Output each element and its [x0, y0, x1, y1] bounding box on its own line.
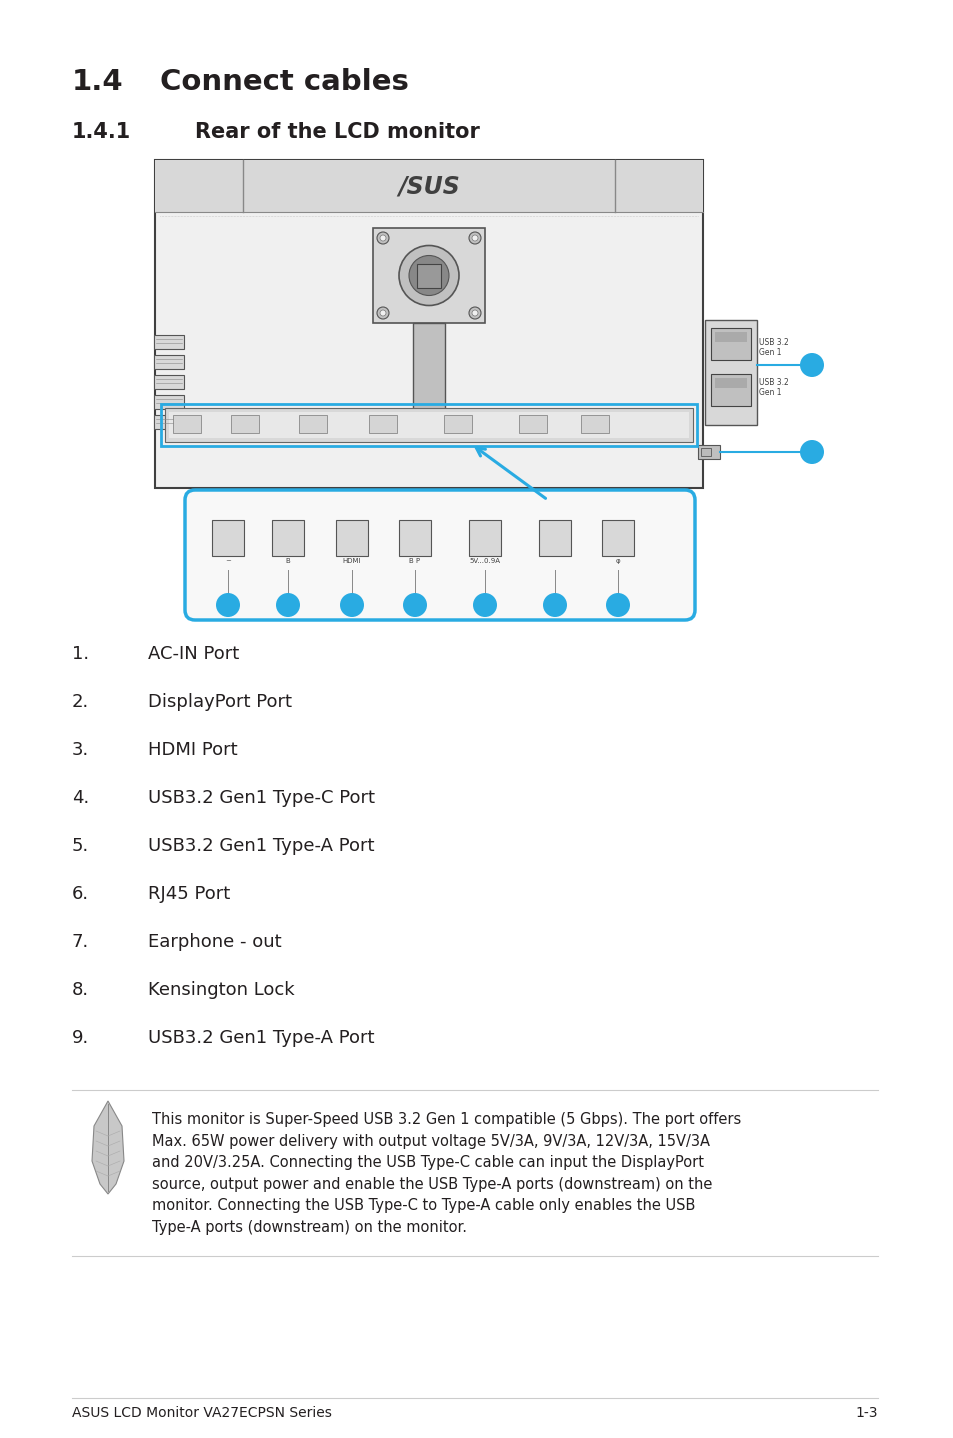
- Text: ~: ~: [225, 558, 231, 564]
- Text: 3.: 3.: [71, 741, 90, 759]
- Circle shape: [398, 246, 458, 305]
- Circle shape: [402, 592, 427, 617]
- FancyBboxPatch shape: [335, 521, 368, 557]
- Text: 5V...0.9A: 5V...0.9A: [469, 558, 500, 564]
- Text: USB3.2 Gen1 Type-A Port: USB3.2 Gen1 Type-A Port: [148, 1030, 375, 1047]
- FancyBboxPatch shape: [153, 416, 184, 429]
- Text: USB 3.2
Gen 1: USB 3.2 Gen 1: [759, 378, 788, 397]
- FancyBboxPatch shape: [153, 375, 184, 390]
- FancyBboxPatch shape: [154, 160, 702, 487]
- FancyBboxPatch shape: [714, 378, 746, 388]
- Text: 1-3: 1-3: [855, 1406, 877, 1419]
- FancyBboxPatch shape: [185, 490, 695, 620]
- FancyBboxPatch shape: [580, 416, 608, 433]
- Text: 1.4.1: 1.4.1: [71, 122, 132, 142]
- Text: 4.: 4.: [71, 789, 90, 807]
- Text: 6: 6: [550, 598, 558, 611]
- Circle shape: [379, 234, 386, 242]
- FancyBboxPatch shape: [538, 521, 571, 557]
- FancyBboxPatch shape: [369, 416, 396, 433]
- Circle shape: [409, 256, 449, 295]
- Text: USB3.2 Gen1 Type-C Port: USB3.2 Gen1 Type-C Port: [148, 789, 375, 807]
- Text: HDMI: HDMI: [342, 558, 361, 564]
- FancyBboxPatch shape: [373, 229, 484, 324]
- Circle shape: [473, 592, 497, 617]
- Text: φ: φ: [615, 558, 619, 564]
- Text: Rear of the LCD monitor: Rear of the LCD monitor: [194, 122, 479, 142]
- Circle shape: [469, 306, 480, 319]
- Circle shape: [339, 592, 364, 617]
- Text: 8.: 8.: [71, 981, 89, 999]
- Circle shape: [469, 232, 480, 244]
- Text: Kensington Lock: Kensington Lock: [148, 981, 294, 999]
- FancyBboxPatch shape: [704, 321, 757, 426]
- FancyBboxPatch shape: [153, 395, 184, 408]
- FancyBboxPatch shape: [154, 160, 702, 211]
- Circle shape: [379, 311, 386, 316]
- FancyBboxPatch shape: [710, 328, 750, 360]
- Text: B: B: [285, 558, 290, 564]
- Text: 1.: 1.: [71, 646, 89, 663]
- FancyBboxPatch shape: [272, 521, 304, 557]
- Text: 9: 9: [807, 358, 816, 371]
- Text: 4: 4: [411, 598, 418, 611]
- Text: B P: B P: [409, 558, 420, 564]
- Text: 2: 2: [284, 598, 292, 611]
- Text: Connect cables: Connect cables: [160, 68, 409, 96]
- FancyBboxPatch shape: [714, 332, 746, 342]
- Text: HDMI Port: HDMI Port: [148, 741, 237, 759]
- Text: 7.: 7.: [71, 933, 90, 951]
- Circle shape: [472, 311, 477, 316]
- FancyBboxPatch shape: [601, 521, 634, 557]
- FancyBboxPatch shape: [165, 408, 692, 441]
- FancyBboxPatch shape: [153, 355, 184, 370]
- Text: 1: 1: [224, 598, 232, 611]
- FancyBboxPatch shape: [231, 416, 258, 433]
- FancyBboxPatch shape: [298, 416, 327, 433]
- FancyBboxPatch shape: [698, 444, 720, 459]
- Circle shape: [215, 592, 240, 617]
- FancyBboxPatch shape: [153, 335, 184, 349]
- FancyBboxPatch shape: [398, 521, 431, 557]
- Text: AC-IN Port: AC-IN Port: [148, 646, 239, 663]
- Text: 7: 7: [614, 598, 621, 611]
- FancyBboxPatch shape: [710, 374, 750, 406]
- Polygon shape: [91, 1102, 124, 1194]
- FancyBboxPatch shape: [700, 449, 710, 456]
- Text: 5: 5: [480, 598, 489, 611]
- Text: Earphone - out: Earphone - out: [148, 933, 281, 951]
- Text: 5.: 5.: [71, 837, 90, 856]
- Text: DisplayPort Port: DisplayPort Port: [148, 693, 292, 710]
- Circle shape: [376, 306, 389, 319]
- Text: 8: 8: [807, 446, 816, 459]
- Text: 1.4: 1.4: [71, 68, 124, 96]
- FancyBboxPatch shape: [469, 521, 500, 557]
- Text: 2.: 2.: [71, 693, 90, 710]
- Text: 3: 3: [348, 598, 355, 611]
- Text: USB3.2 Gen1 Type-A Port: USB3.2 Gen1 Type-A Port: [148, 837, 375, 856]
- Text: /SUS: /SUS: [397, 174, 459, 198]
- FancyBboxPatch shape: [212, 521, 244, 557]
- Text: USB 3.2
Gen 1: USB 3.2 Gen 1: [759, 338, 788, 358]
- Text: 9.: 9.: [71, 1030, 90, 1047]
- Text: ASUS LCD Monitor VA27ECPSN Series: ASUS LCD Monitor VA27ECPSN Series: [71, 1406, 332, 1419]
- Text: This monitor is Super-Speed USB 3.2 Gen 1 compatible (5 Gbps). The port offers
M: This monitor is Super-Speed USB 3.2 Gen …: [152, 1112, 740, 1235]
- Circle shape: [376, 232, 389, 244]
- Circle shape: [605, 592, 629, 617]
- Circle shape: [472, 234, 477, 242]
- Circle shape: [800, 352, 823, 377]
- FancyBboxPatch shape: [413, 324, 444, 413]
- FancyBboxPatch shape: [518, 416, 546, 433]
- FancyBboxPatch shape: [169, 413, 688, 439]
- Circle shape: [542, 592, 566, 617]
- Circle shape: [275, 592, 299, 617]
- FancyBboxPatch shape: [443, 416, 472, 433]
- FancyBboxPatch shape: [172, 416, 201, 433]
- Circle shape: [800, 440, 823, 464]
- Text: 6.: 6.: [71, 884, 89, 903]
- FancyBboxPatch shape: [416, 263, 440, 288]
- Text: RJ45 Port: RJ45 Port: [148, 884, 230, 903]
